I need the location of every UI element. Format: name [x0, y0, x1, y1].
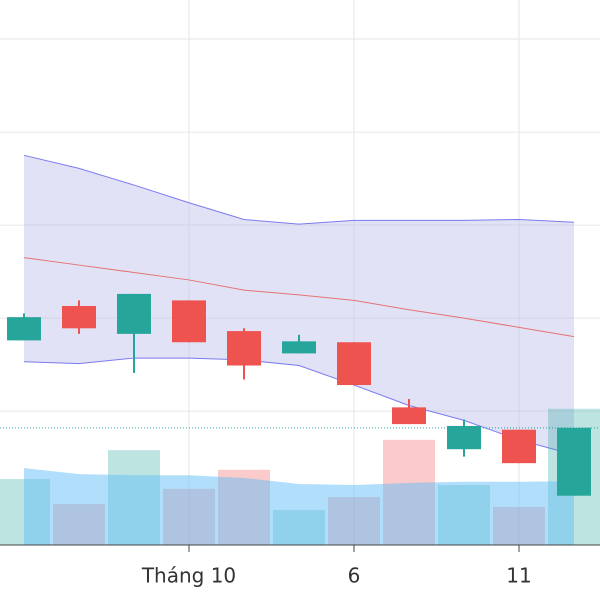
x-tick-label: 11 [506, 564, 531, 588]
candle-body [62, 305, 96, 329]
x-tick-label: 6 [348, 564, 361, 588]
candle-body [227, 331, 261, 366]
candle-body [392, 407, 426, 425]
band-line [23, 257, 575, 338]
candle-body [282, 341, 316, 354]
candle-body [172, 300, 206, 343]
band-line [23, 154, 575, 225]
band-line [23, 357, 575, 456]
candle-body [7, 317, 41, 341]
band-fill [24, 155, 574, 455]
candle-body [502, 429, 536, 464]
candle-body [447, 425, 481, 450]
candle-body [117, 293, 151, 334]
volume-ma-area [24, 468, 574, 545]
candle-body [557, 427, 591, 496]
x-tick-label: Tháng 10 [141, 564, 236, 588]
candle-body [337, 342, 371, 386]
